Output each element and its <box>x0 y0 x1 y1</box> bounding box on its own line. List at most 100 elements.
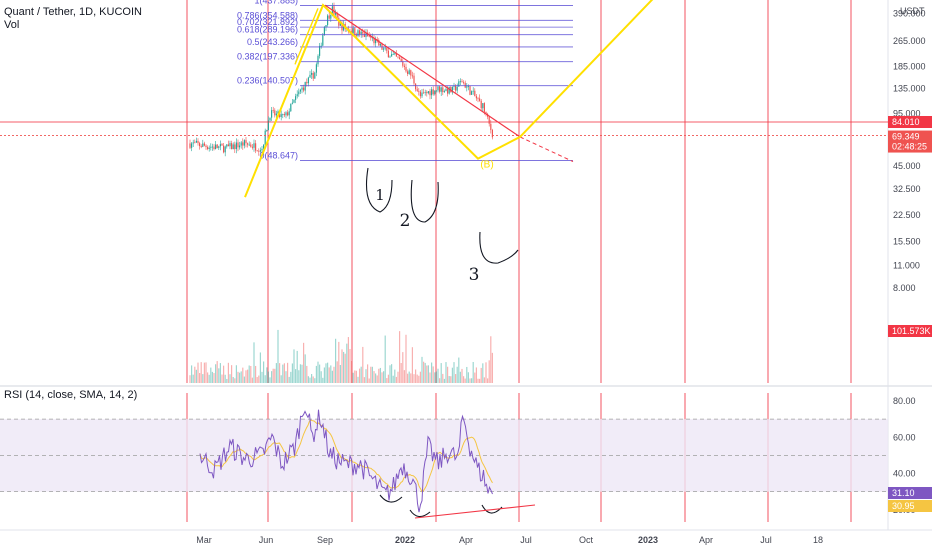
volume-bar <box>311 374 313 383</box>
wave-label-b: (B) <box>480 160 493 171</box>
volume-bar <box>215 364 217 383</box>
volume-bar <box>346 343 348 383</box>
volume-bar <box>367 364 369 383</box>
candle-body <box>243 140 245 146</box>
rsi-ma-tag-bg <box>888 500 932 512</box>
candle-body <box>290 103 292 112</box>
last-price-tag: 02:48:25 <box>892 142 927 152</box>
rsi-title: RSI (14, close, SMA, 14, 2) <box>4 389 138 401</box>
candle-body <box>213 146 215 149</box>
handwritten-number: 1 <box>375 186 385 204</box>
candle-body <box>239 145 241 148</box>
candle-body <box>402 61 404 66</box>
rsi-handwritten-curve <box>409 509 431 518</box>
handwritten-curve <box>365 167 393 213</box>
volume-bar <box>370 366 372 383</box>
candle-body <box>464 82 466 88</box>
volume-bar <box>376 375 378 383</box>
candle-body <box>210 146 212 148</box>
volume-bar <box>424 362 426 383</box>
fib-label: 0.786(354.588) <box>237 10 298 20</box>
candle-body <box>456 86 458 91</box>
candle-body <box>283 114 285 116</box>
candle-body <box>407 71 409 74</box>
candle-body <box>432 89 434 95</box>
candle-body <box>459 81 461 83</box>
volume-bar <box>458 357 460 383</box>
volume-bar <box>264 375 266 383</box>
volume-bar <box>290 371 292 383</box>
candle-body <box>389 56 391 58</box>
candle-body <box>330 14 332 19</box>
candle-body <box>466 86 468 88</box>
volume-bar <box>197 362 199 383</box>
rsi-axis-tick: 40.00 <box>893 469 916 479</box>
candle-body <box>199 143 201 147</box>
volume-bar <box>205 362 207 383</box>
handwritten-number: 2 <box>400 211 411 231</box>
candle-body <box>354 28 356 36</box>
candle-body <box>271 110 273 118</box>
candle-body <box>299 89 301 92</box>
candle-body <box>231 143 233 150</box>
candle-body <box>215 144 217 149</box>
candle-body <box>474 90 476 97</box>
candle-body <box>451 86 453 93</box>
volume-bar <box>405 334 407 383</box>
volume-bar <box>371 366 373 383</box>
price-axis-tick: 32.500 <box>893 184 921 194</box>
volume-bar <box>315 365 317 383</box>
rsi-pane <box>0 409 888 519</box>
volume-bar <box>491 352 493 383</box>
volume-bar <box>408 371 410 383</box>
price-axis-tick: 135.000 <box>893 84 926 94</box>
candle-body <box>443 91 445 93</box>
time-axis-tick: Jul <box>520 535 532 545</box>
candle-body <box>306 82 308 84</box>
volume-bar <box>360 366 362 383</box>
volume-bar <box>325 363 327 383</box>
volume-bar <box>266 367 268 383</box>
volume-bar <box>210 367 212 383</box>
candle-body <box>416 89 418 91</box>
volume-bar <box>432 366 434 383</box>
rsi-handwritten-curve <box>379 494 403 503</box>
candle-body <box>223 145 225 153</box>
axes: 390.000265.000185.000135.00095.00065.000… <box>196 6 932 545</box>
candle-body <box>431 89 433 96</box>
volume-bar <box>461 368 463 383</box>
volume-bar <box>435 371 437 383</box>
candle-body <box>219 144 221 147</box>
volume-bar <box>223 365 225 383</box>
volume-bar <box>277 329 279 383</box>
volume-bar <box>395 376 397 383</box>
candle-body <box>275 113 277 116</box>
fib-label: 0(48.647) <box>259 151 298 161</box>
volume-bar <box>226 378 228 383</box>
candle-body <box>439 86 441 92</box>
candle-body <box>472 90 474 92</box>
candle-body <box>400 59 402 62</box>
candle-body <box>415 83 417 90</box>
candle-body <box>235 142 237 150</box>
candle-body <box>255 143 257 151</box>
candle-body <box>237 142 239 148</box>
candle-body <box>189 143 191 148</box>
volume-bar <box>351 360 353 383</box>
volume-bar <box>464 378 466 383</box>
volume-bar <box>466 366 468 383</box>
volume-bar <box>275 363 277 383</box>
candle-body <box>325 25 327 28</box>
volume-bar <box>317 361 319 383</box>
handwritten-curve <box>410 179 439 223</box>
candle-body <box>490 123 492 130</box>
volume-bar <box>450 376 452 383</box>
price-axis-tick: 185.000 <box>893 61 926 71</box>
volume-bar <box>419 371 421 383</box>
volume-bar <box>221 374 223 383</box>
volume-bar <box>480 367 482 383</box>
candle-body <box>277 111 279 114</box>
volume-bar <box>247 369 249 383</box>
volume-bar <box>434 372 436 383</box>
